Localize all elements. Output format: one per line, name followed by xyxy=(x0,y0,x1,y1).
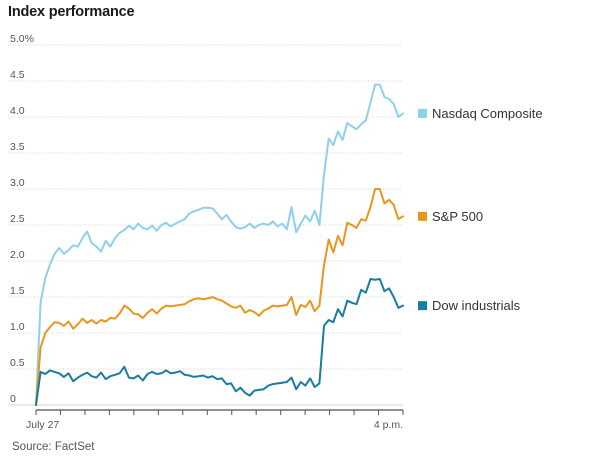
legend-swatch xyxy=(418,211,427,221)
y-tick-label: 5.0% xyxy=(10,33,34,45)
legend-swatch xyxy=(418,108,427,118)
y-axis-tick-labels: 0 0.5 1.0 1.5 2.0 2.5 3.0 3.5 4.0 4.5 5.0% xyxy=(10,33,34,405)
legend-label: S&P 500 xyxy=(432,209,483,224)
series-line-s-p-500 xyxy=(35,188,404,406)
legend-label: Dow industrials xyxy=(432,298,521,313)
series-line-nasdaq-composite xyxy=(35,83,404,406)
y-tick-label: 0 xyxy=(10,393,16,405)
source-note: Source: FactSet xyxy=(12,441,95,453)
y-tick-label: 4.5 xyxy=(10,69,25,81)
y-tick-label: 0.5 xyxy=(10,357,25,369)
series-lines xyxy=(35,83,404,406)
legend: Nasdaq Composite S&P 500 Dow industrials xyxy=(418,106,543,313)
x-tick-label: July 27 xyxy=(26,419,59,431)
y-tick-label: 1.5 xyxy=(10,285,25,297)
y-tick-label: 2.0 xyxy=(10,249,25,261)
x-tick-label: 4 p.m. xyxy=(374,419,403,431)
line-chart: 0 0.5 1.0 1.5 2.0 2.5 3.0 3.5 4.0 4.5 5.0% July 27… xyxy=(8,33,543,431)
y-tick-label: 4.0 xyxy=(10,105,25,117)
chart-title: Index performance xyxy=(8,4,135,20)
y-tick-label: 3.5 xyxy=(10,141,25,153)
y-tick-label: 1.0 xyxy=(10,321,25,333)
legend-label: Nasdaq Composite xyxy=(432,106,543,121)
y-tick-label: 3.0 xyxy=(10,177,25,189)
series-line-dow-industrials xyxy=(35,278,404,406)
y-tick-label: 2.5 xyxy=(10,213,25,225)
x-axis: July 27 4 p.m. xyxy=(26,409,404,431)
legend-swatch xyxy=(418,301,427,311)
gridlines xyxy=(8,44,403,406)
